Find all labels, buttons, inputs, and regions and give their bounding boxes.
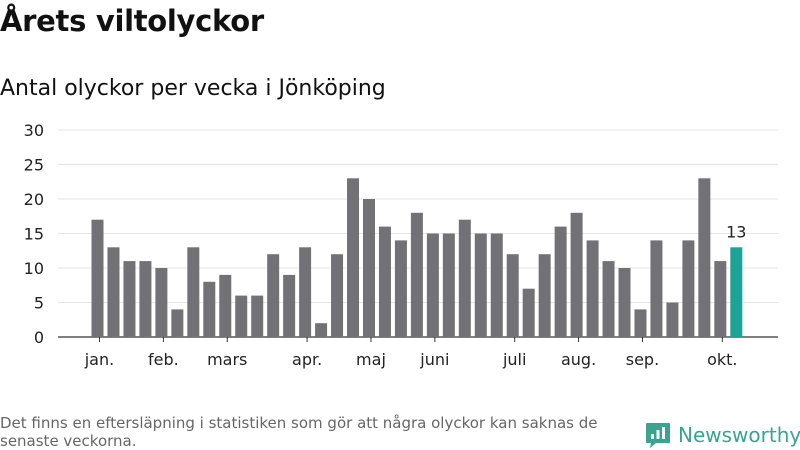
x-tick-label: juni [419,350,449,369]
x-tick-label: feb. [148,350,179,369]
data-labels: 13 [726,222,746,241]
bar [251,295,264,337]
bar [394,240,407,337]
bar [666,302,679,337]
x-tick-label: jan. [84,350,114,369]
bar [602,261,615,337]
bar [187,247,200,337]
bar [458,219,471,337]
x-tick-label: okt. [707,350,737,369]
y-tick-label: 20 [24,190,44,209]
x-tick-label: apr. [292,350,322,369]
bar [490,233,503,337]
bar [331,254,344,337]
bar [618,268,631,337]
bar [107,247,120,337]
bar [698,178,711,337]
x-tick-label: maj [356,350,386,369]
bar [155,268,168,337]
bar [203,281,216,337]
bar [171,309,184,337]
bar [315,323,328,337]
bar [650,240,663,337]
y-tick-label: 30 [24,121,44,140]
bar [139,261,152,337]
bar [347,178,360,337]
bar [538,254,551,337]
bar [506,254,519,337]
newsworthy-logo[interactable]: Newsworthy [644,420,800,450]
bar [442,233,455,337]
bar [91,219,104,337]
y-tick-label: 25 [24,156,44,175]
bar [123,261,136,337]
y-tick-label: 10 [24,259,44,278]
footnote: Det finns en eftersläpning i statistiken… [0,414,598,450]
bar-highlight [730,247,743,337]
bar [378,226,391,337]
bars [91,178,743,337]
bar [634,309,647,337]
y-tick-label: 0 [34,328,44,347]
bar [474,233,487,337]
y-axis-ticks: 0 5 10 15 20 25 30 [24,121,44,347]
bar [299,247,312,337]
bar [714,261,727,337]
y-tick-label: 5 [34,294,44,313]
x-tick-label: aug. [561,350,596,369]
bar [586,240,599,337]
y-tick-label: 15 [24,225,44,244]
x-tick-label: juli [502,350,526,369]
x-tick-label: sep. [626,350,659,369]
x-axis-ticks: jan. feb. mars apr. maj juni juli aug. sep. okt. [84,337,738,369]
x-tick-label: mars [207,350,247,369]
bar [682,240,695,337]
chart-subtitle: Antal olyckor per vecka i Jönköping [0,76,386,101]
newsworthy-logo-icon [646,423,670,448]
bar [362,199,375,337]
bar [410,212,423,337]
bar [570,212,583,337]
bar [283,274,296,337]
bar [267,254,280,337]
chart-title: Årets viltolyckor [0,4,264,38]
data-label: 13 [726,222,746,241]
bar [426,233,439,337]
bar [219,274,232,337]
bar [522,288,535,337]
bar [554,226,567,337]
brand-name: Newsworthy [678,423,800,447]
bar [235,295,248,337]
